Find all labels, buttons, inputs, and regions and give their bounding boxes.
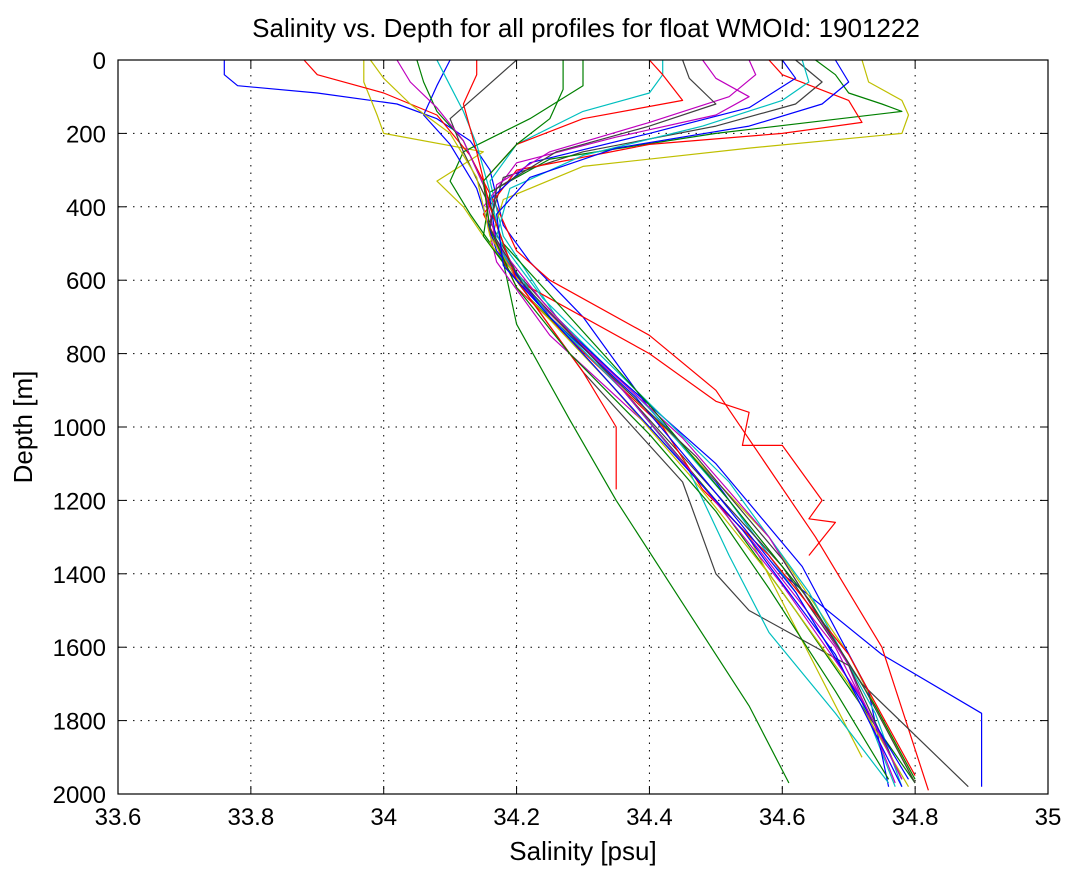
salinity-profile-line <box>482 59 916 784</box>
y-tick-label: 1600 <box>53 635 106 662</box>
x-tick-label: 34 <box>370 804 397 831</box>
y-axis-tick-labels: 0 200 400 600 800 1000 1200 1400 1600 1800 2000 <box>53 48 106 809</box>
salinity-profile-line <box>363 60 916 784</box>
salinity-profile-line <box>496 59 903 787</box>
x-tick-label: 34.6 <box>759 804 806 831</box>
salinity-profile-line <box>369 59 910 788</box>
salinity-profile-line <box>489 59 916 784</box>
x-tick-label: 35 <box>1035 804 1062 831</box>
x-axis-tick-labels: 33.6 33.8 34 34.2 34.4 34.6 34.8 35 <box>95 804 1062 831</box>
y-tick-label: 600 <box>66 268 106 295</box>
x-tick-label: 33.6 <box>95 804 142 831</box>
y-tick-label: 2000 <box>53 782 106 809</box>
chart-title: Salinity vs. Depth for all profiles for … <box>252 13 920 43</box>
axis-ticks <box>117 59 1049 795</box>
salinity-profile-line <box>496 59 903 787</box>
y-tick-label: 1800 <box>53 709 106 736</box>
y-tick-label: 400 <box>66 195 106 222</box>
y-axis-label: Depth [m] <box>8 371 38 484</box>
salinity-profile-line <box>482 59 863 556</box>
y-tick-label: 1400 <box>53 562 106 589</box>
salinity-profile-line <box>462 60 617 490</box>
x-tick-label: 33.8 <box>227 804 274 831</box>
y-tick-label: 0 <box>93 48 106 75</box>
x-tick-label: 34.4 <box>626 804 673 831</box>
salinity-profile-line <box>482 60 890 780</box>
y-tick-label: 1200 <box>53 488 106 515</box>
y-tick-label: 800 <box>66 342 106 369</box>
salinity-profile-line <box>396 59 903 780</box>
salinity-profile-line <box>223 60 983 787</box>
x-axis-label: Salinity [psu] <box>509 836 656 866</box>
y-tick-label: 1000 <box>53 415 106 442</box>
y-tick-label: 200 <box>66 121 106 148</box>
x-tick-label: 34.8 <box>892 804 939 831</box>
data-series <box>223 59 983 791</box>
x-tick-label: 34.2 <box>493 804 540 831</box>
salinity-profile-line <box>303 59 929 791</box>
